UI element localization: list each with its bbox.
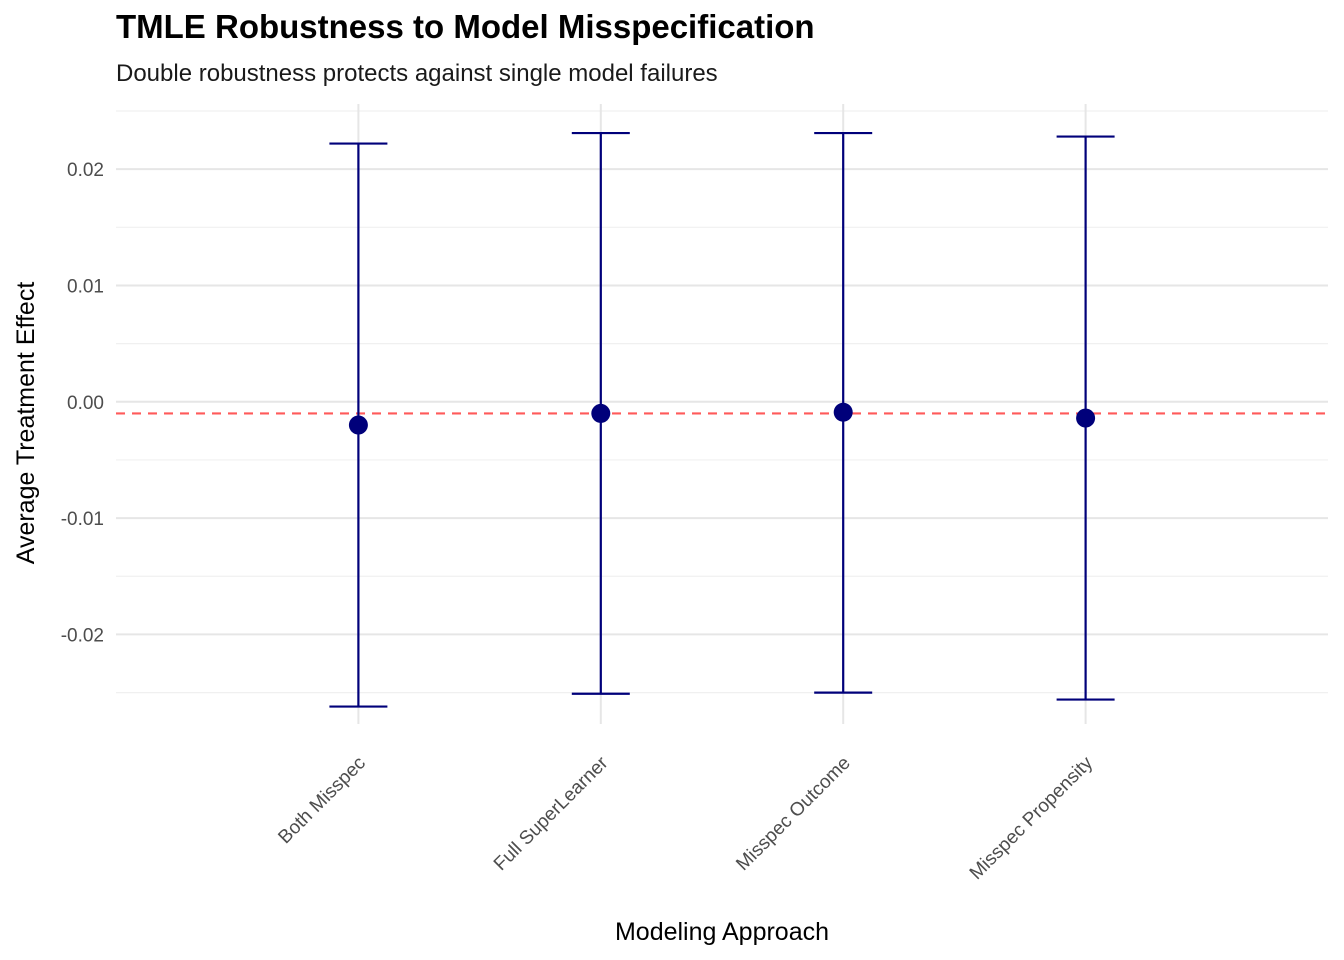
x-tick-label: Misspec Propensity <box>966 752 1098 884</box>
y-tick-label: -0.01 <box>61 509 104 530</box>
y-tick-label: -0.02 <box>61 625 104 646</box>
y-axis-title: Average Treatment Effect <box>12 282 40 565</box>
x-tick-label: Full SuperLearner <box>490 752 613 875</box>
chart-title: TMLE Robustness to Model Misspecificatio… <box>116 8 815 45</box>
y-tick-label: 0.02 <box>67 160 104 181</box>
error-bars <box>329 131 1115 708</box>
point-estimate <box>348 415 368 435</box>
x-tick-label: Both Misspec <box>274 753 369 848</box>
x-axis-title: Modeling Approach <box>615 918 829 946</box>
point-estimate <box>833 402 853 422</box>
y-tick-label: 0.01 <box>67 276 104 297</box>
y-tick-labels: 0.02 0.01 0.00 -0.01 -0.02 <box>61 160 104 646</box>
x-tick-label: Misspec Outcome <box>732 753 854 875</box>
y-tick-label: 0.00 <box>67 393 104 414</box>
point-estimate <box>591 403 611 423</box>
point-estimate <box>1076 408 1096 428</box>
x-tick-labels: Both Misspec Full SuperLearner Misspec Out… <box>274 752 1097 884</box>
chart-subtitle: Double robustness protects against singl… <box>116 60 718 87</box>
point-estimates <box>348 402 1096 435</box>
